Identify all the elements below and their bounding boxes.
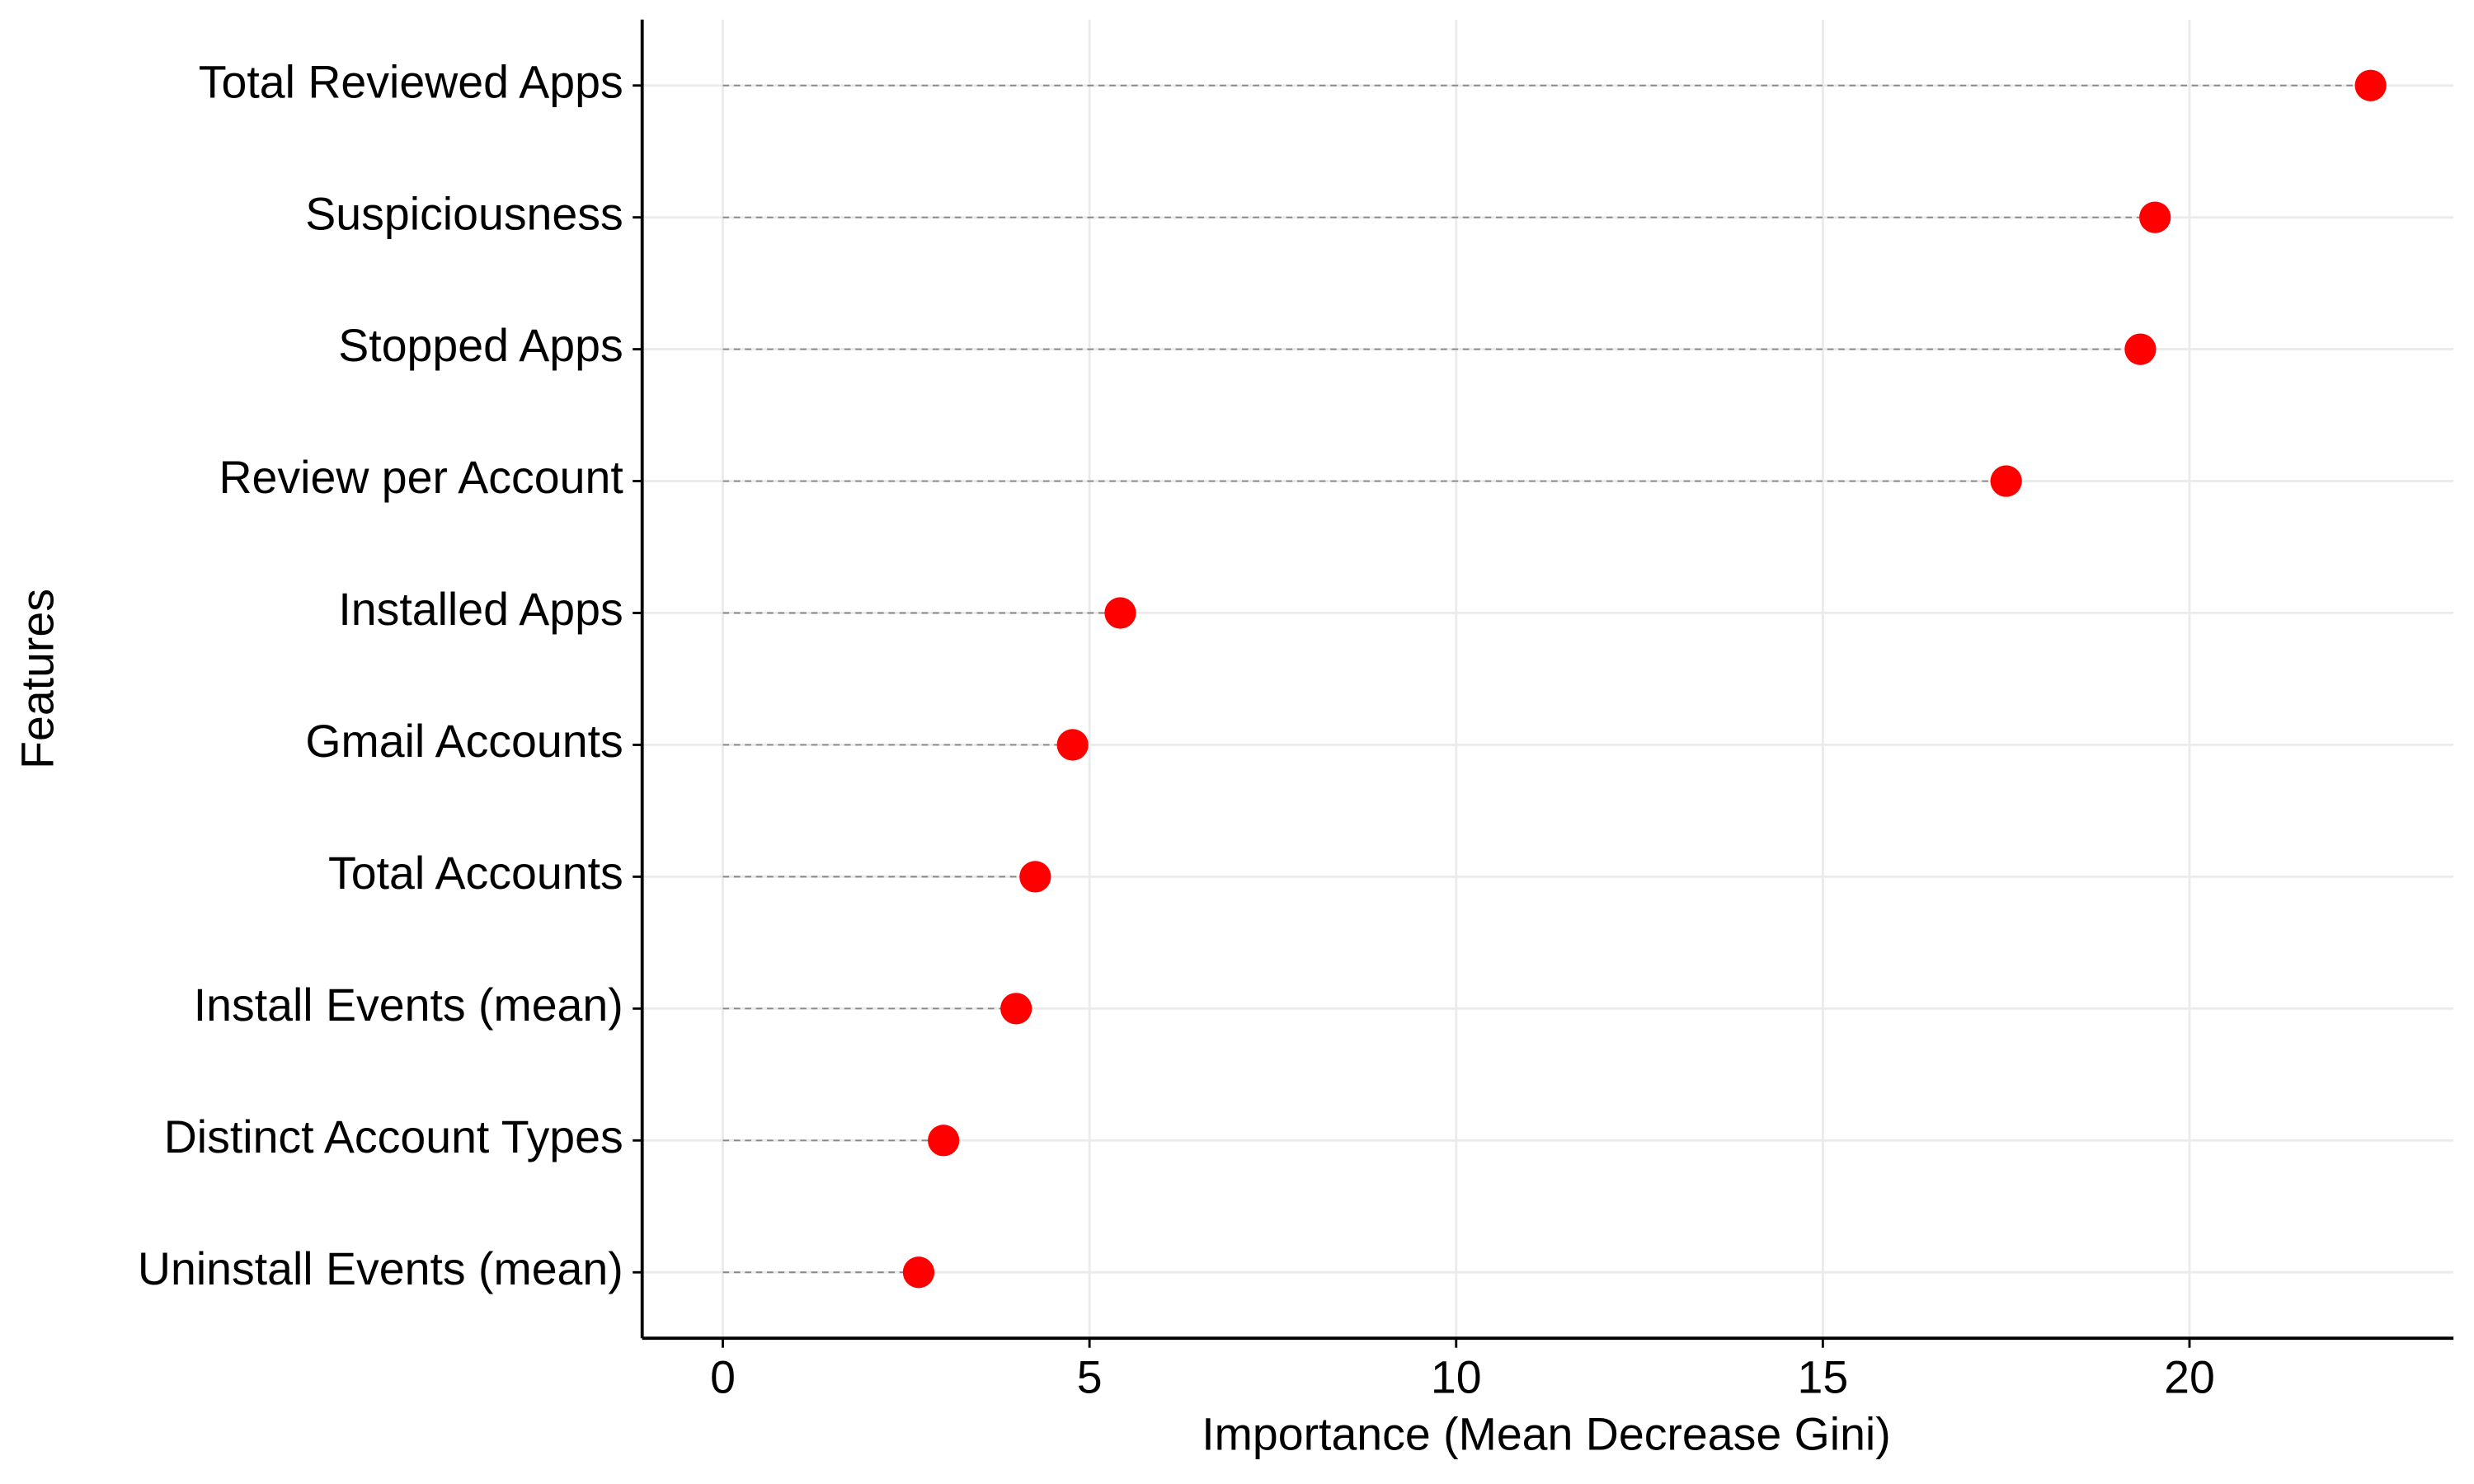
y-tick-label: Stopped Apps <box>338 320 623 371</box>
x-tick-label: 20 <box>2164 1352 2215 1403</box>
dot <box>1104 597 1136 629</box>
dot <box>928 1125 960 1157</box>
x-tick-label: 0 <box>710 1352 736 1403</box>
dot <box>2124 333 2157 365</box>
dot <box>1990 465 2022 497</box>
y-tick-label: Total Reviewed Apps <box>199 56 623 107</box>
y-tick-label: Total Accounts <box>328 848 623 899</box>
y-tick-label: Distinct Account Types <box>164 1111 623 1162</box>
y-axis-title: Features <box>12 589 63 769</box>
y-tick-label: Gmail Accounts <box>305 716 623 767</box>
y-tick-label: Install Events (mean) <box>194 979 623 1031</box>
y-tick-label: Uninstall Events (mean) <box>138 1243 623 1294</box>
dot <box>1056 729 1089 761</box>
dot <box>1019 861 1051 893</box>
y-tick-label: Review per Account <box>219 452 623 503</box>
y-tick-label: Suspiciousness <box>305 188 623 239</box>
x-axis-title: Importance (Mean Decrease Gini) <box>1202 1408 1890 1459</box>
dot <box>1000 993 1032 1025</box>
dot <box>2354 69 2387 101</box>
x-tick-label: 5 <box>1077 1352 1103 1403</box>
dot <box>902 1256 935 1289</box>
x-tick-label: 10 <box>1431 1352 1482 1403</box>
dot <box>2139 201 2171 233</box>
x-tick-label: 15 <box>1798 1352 1849 1403</box>
y-tick-label: Installed Apps <box>338 584 623 635</box>
